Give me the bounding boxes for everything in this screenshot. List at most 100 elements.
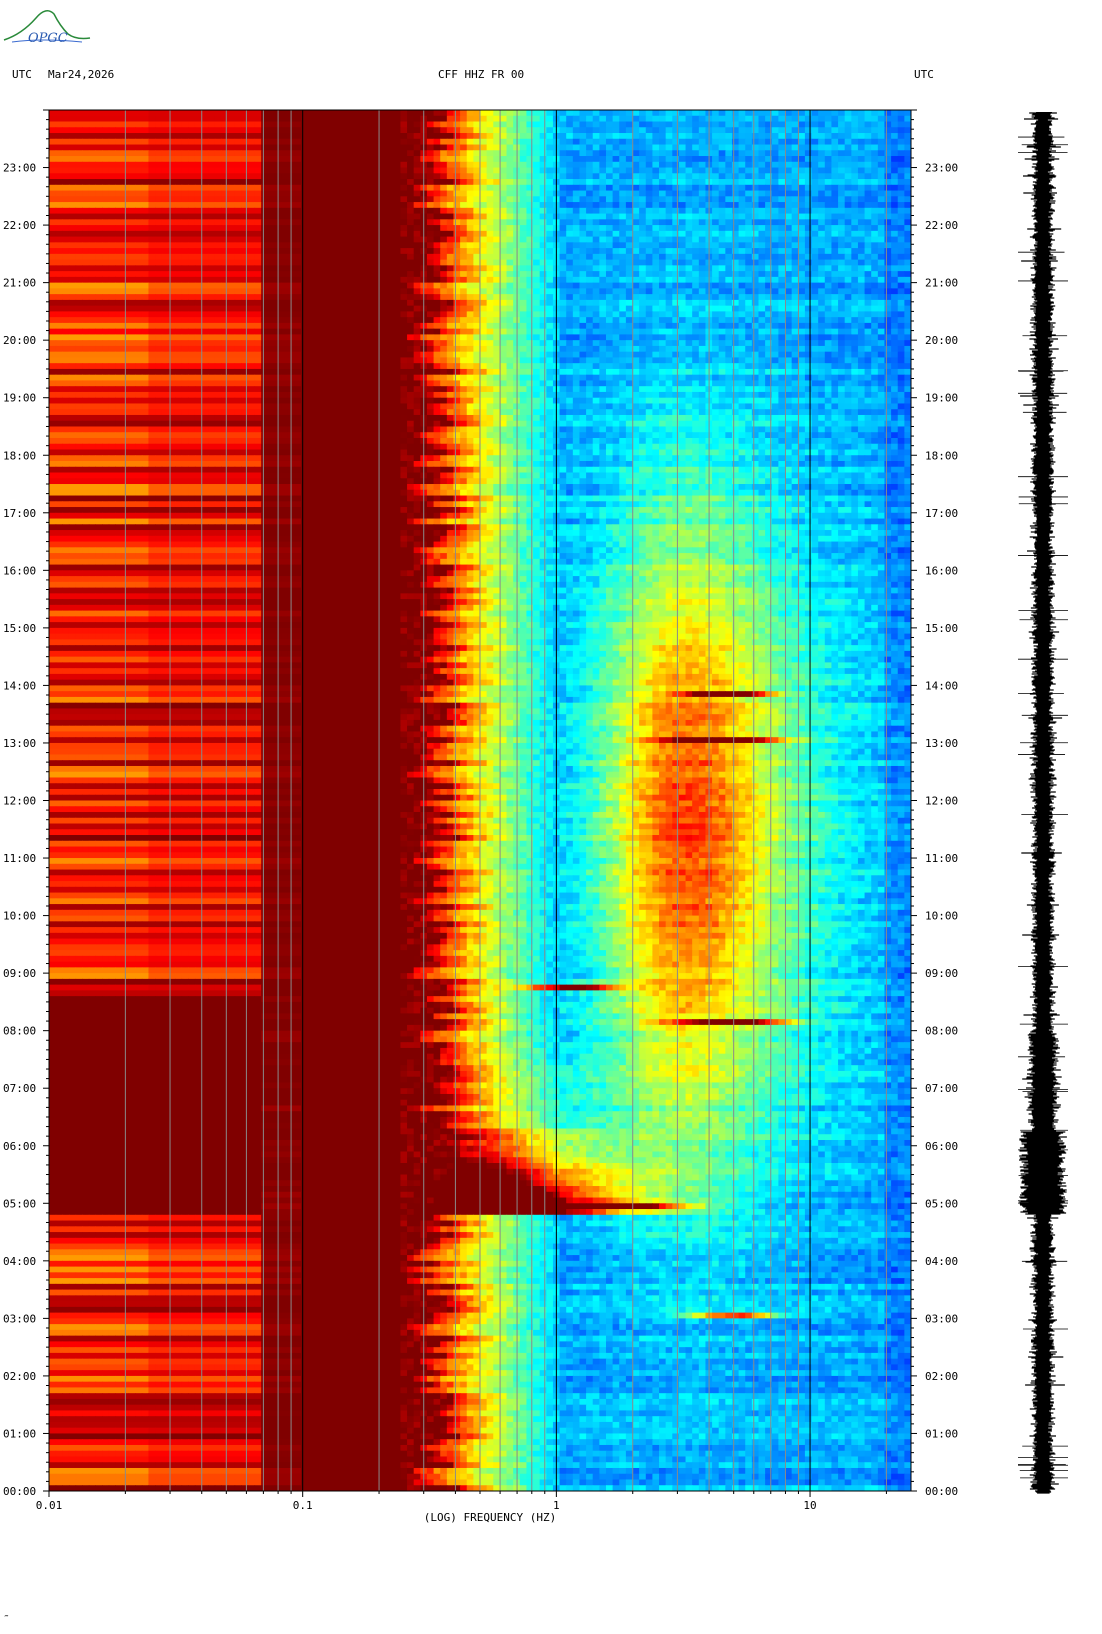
- heatmap-cell: [102, 115, 110, 123]
- heatmap-cell: [506, 144, 514, 151]
- heatmap-cell: [168, 265, 176, 272]
- heatmap-cell: [201, 156, 209, 163]
- heatmap-cell: [526, 253, 534, 261]
- heatmap-cell: [891, 276, 899, 284]
- heatmap-cell: [798, 305, 806, 312]
- heatmap-cell: [692, 138, 700, 146]
- heatmap-cell: [632, 115, 640, 123]
- heatmap-cell: [506, 230, 514, 238]
- heatmap-cell: [174, 150, 183, 157]
- heatmap-cell: [334, 138, 342, 146]
- heatmap-cell: [758, 207, 766, 215]
- heatmap-cell: [546, 219, 554, 226]
- heatmap-cell: [486, 219, 494, 226]
- heatmap-cell: [460, 167, 468, 174]
- heatmap-cell: [824, 207, 833, 215]
- heatmap-cell: [55, 196, 63, 203]
- heatmap-cell: [108, 248, 116, 255]
- heatmap-cell: [778, 271, 786, 278]
- heatmap-cell: [639, 225, 647, 232]
- heatmap-cell: [659, 115, 667, 123]
- heatmap-cell: [665, 213, 673, 220]
- heatmap-cell: [904, 202, 911, 209]
- heatmap-cell: [493, 253, 501, 261]
- heatmap-cell: [804, 317, 813, 324]
- heatmap-cell: [539, 207, 547, 215]
- heatmap-cell: [473, 253, 481, 261]
- heatmap-cell: [533, 225, 541, 232]
- heatmap-cell: [473, 207, 481, 215]
- heatmap-cell: [884, 173, 892, 180]
- heatmap-cell: [466, 219, 474, 226]
- heatmap-cell: [294, 127, 302, 134]
- heatmap-cell: [294, 110, 302, 117]
- heatmap-cell: [731, 322, 740, 330]
- heatmap-cell: [201, 288, 209, 295]
- heatmap-cell: [486, 317, 494, 324]
- heatmap-cell: [49, 242, 57, 249]
- heatmap-cell: [88, 213, 97, 220]
- heatmap-cell: [572, 202, 581, 209]
- heatmap-cell: [533, 236, 541, 243]
- heatmap-cell: [798, 259, 806, 266]
- heatmap-cell: [499, 253, 508, 261]
- heatmap-cell: [838, 236, 846, 243]
- heatmap-cell: [228, 317, 236, 324]
- heatmap-cell: [519, 161, 528, 169]
- heatmap-cell: [188, 202, 196, 209]
- heatmap-cell: [466, 236, 474, 243]
- heatmap-cell: [373, 161, 382, 169]
- heatmap-cell: [838, 242, 846, 249]
- heatmap-cell: [221, 294, 229, 301]
- heatmap-cell: [791, 265, 799, 272]
- heatmap-cell: [168, 317, 176, 324]
- heatmap-cell: [400, 110, 408, 117]
- heatmap-cell: [347, 213, 355, 220]
- heatmap-cell: [685, 144, 693, 151]
- heatmap-cell: [466, 213, 474, 220]
- heatmap-cell: [480, 225, 488, 232]
- heatmap-cell: [234, 276, 242, 284]
- heatmap-cell: [440, 317, 448, 324]
- heatmap-cell: [838, 202, 846, 209]
- heatmap-cell: [241, 242, 249, 249]
- heatmap-cell: [387, 173, 395, 180]
- heatmap-cell: [678, 265, 687, 272]
- heatmap-cell: [55, 202, 63, 209]
- heatmap-cell: [473, 184, 481, 192]
- heatmap-cell: [68, 265, 77, 272]
- heatmap-cell: [904, 144, 911, 151]
- heatmap-cell: [340, 311, 348, 318]
- heatmap-cell: [135, 156, 143, 163]
- heatmap-cell: [168, 156, 176, 163]
- heatmap-cell: [804, 127, 813, 134]
- heatmap-cell: [440, 299, 448, 307]
- heatmap-cell: [818, 179, 826, 186]
- heatmap-cell: [214, 328, 222, 336]
- heatmap-cell: [499, 311, 508, 318]
- heatmap-cell: [877, 299, 886, 307]
- heatmap-cell: [791, 219, 799, 226]
- heatmap-cell: [897, 202, 905, 209]
- heatmap-cell: [592, 305, 600, 312]
- heatmap-cell: [539, 242, 547, 249]
- heatmap-cell: [566, 282, 574, 289]
- heatmap-cell: [62, 161, 70, 169]
- heatmap-cell: [148, 322, 156, 330]
- heatmap-cell: [267, 276, 276, 284]
- heatmap-cell: [261, 242, 269, 249]
- heatmap-cell: [254, 179, 262, 186]
- heatmap-cell: [586, 138, 594, 146]
- heatmap-cell: [466, 276, 474, 284]
- heatmap-cell: [214, 276, 222, 284]
- heatmap-cell: [546, 207, 554, 215]
- heatmap-cell: [838, 259, 846, 266]
- heatmap-cell: [300, 213, 309, 220]
- heatmap-cell: [347, 179, 355, 186]
- heatmap-cell: [194, 156, 203, 163]
- heatmap-cell: [778, 253, 786, 261]
- heatmap-cell: [526, 305, 534, 312]
- heatmap-cell: [904, 121, 911, 128]
- heatmap-cell: [453, 294, 461, 301]
- heatmap-cell: [161, 179, 169, 186]
